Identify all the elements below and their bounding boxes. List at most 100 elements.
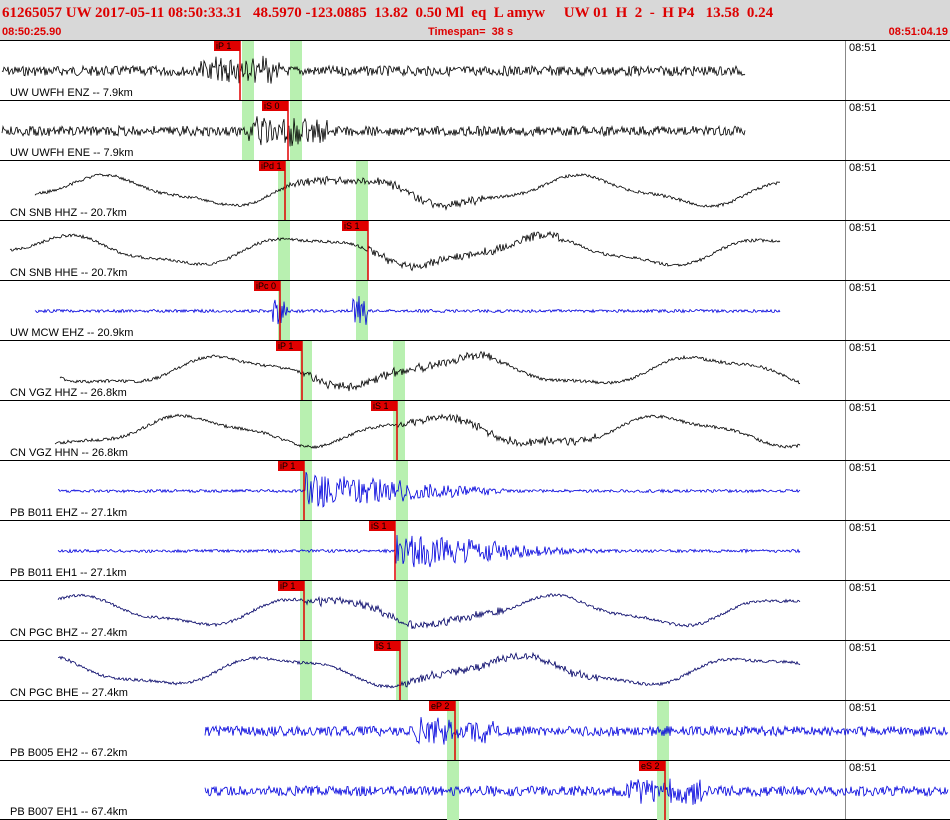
- trace-time: 08:51: [849, 282, 877, 294]
- pick-label: iPd 1: [261, 161, 282, 171]
- pick-flag[interactable]: [342, 221, 368, 231]
- waveform-trace: [204, 717, 949, 745]
- pick-window: [278, 281, 290, 341]
- trace-panel[interactable]: eS 2 PB B007 EH1 -- 67.4km 08:51: [0, 760, 950, 820]
- trace-panel[interactable]: iP 1 CN VGZ HHZ -- 26.8km 08:51: [0, 340, 950, 401]
- trace-panel[interactable]: iS 1 CN PGC BHE -- 27.4km 08:51: [0, 640, 950, 701]
- pick-label: eP 2: [431, 701, 449, 711]
- pick-flag[interactable]: [278, 461, 304, 471]
- pick-label: iS 1: [376, 641, 392, 651]
- trace-label: CN VGZ HHN -- 26.8km: [10, 447, 128, 459]
- waveform-plot: iS 1: [9, 221, 781, 281]
- pick-window: [356, 161, 368, 221]
- pick-label: eS 2: [641, 761, 660, 771]
- trace-time: 08:51: [849, 582, 877, 594]
- pick-flag[interactable]: [259, 161, 285, 171]
- timespan: Timespan= 38 s: [428, 26, 514, 38]
- trace-panel[interactable]: iS 1 PB B011 EH1 -- 27.1km 08:51: [0, 520, 950, 581]
- pick-window: [290, 101, 302, 161]
- trace-label: CN SNB HHZ -- 20.7km: [10, 207, 127, 219]
- pick-flag[interactable]: [276, 341, 302, 351]
- trace-label: UW UWFH ENE -- 7.9km: [10, 147, 134, 159]
- pick-label: iP 1: [278, 341, 293, 351]
- trace-panel[interactable]: eP 2 PB B005 EH2 -- 67.2km 08:51: [0, 700, 950, 761]
- trace-label: CN PGC BHZ -- 27.4km: [10, 627, 128, 639]
- waveform-plot: iP 1: [57, 581, 801, 641]
- trace-panel[interactable]: iS 1 CN VGZ HHN -- 26.8km 08:51: [0, 400, 950, 461]
- pick-label: iS 1: [371, 521, 387, 531]
- pick-window: [396, 581, 408, 641]
- trace-list: iP 1 UW UWFH ENZ -- 7.9km 08:51 iS 0 UW UWFH…: [0, 40, 950, 820]
- waveform-trace: [57, 471, 801, 508]
- waveform-plot: eS 2: [204, 761, 949, 820]
- pick-label: iPc 0: [256, 281, 276, 291]
- pick-flag[interactable]: [371, 401, 397, 411]
- trace-time: 08:51: [849, 342, 877, 354]
- pick-flag[interactable]: [374, 641, 400, 651]
- pick-window: [278, 221, 290, 281]
- pick-window: [447, 701, 459, 761]
- waveform-trace: [1, 55, 746, 84]
- trace-label: PB B005 EH2 -- 67.2km: [10, 747, 128, 759]
- waveform-trace: [34, 296, 781, 325]
- pick-label: iP 1: [280, 461, 295, 471]
- waveform-trace: [204, 778, 949, 805]
- pick-flag[interactable]: [262, 101, 288, 111]
- pick-window: [447, 761, 459, 820]
- trace-time: 08:51: [849, 642, 877, 654]
- trace-time: 08:51: [849, 402, 877, 414]
- pick-flag[interactable]: [429, 701, 455, 711]
- trace-panel[interactable]: iPc 0 UW MCW EHZ -- 20.9km 08:51: [0, 280, 950, 341]
- waveform-plot: iP 1: [57, 461, 801, 521]
- trace-label: UW MCW EHZ -- 20.9km: [10, 327, 134, 339]
- trace-time: 08:51: [849, 162, 877, 174]
- trace-label: CN VGZ HHZ -- 26.8km: [10, 387, 127, 399]
- trace-label: PB B011 EH1 -- 27.1km: [10, 567, 127, 579]
- pick-window: [300, 641, 312, 701]
- pick-label: iS 1: [344, 221, 360, 231]
- trace-panel[interactable]: iS 1 CN SNB HHE -- 20.7km 08:51: [0, 220, 950, 281]
- pick-window: [396, 461, 408, 521]
- waveform-trace: [1, 116, 746, 147]
- end-time: 08:51:04.19: [888, 26, 948, 38]
- pick-window: [300, 461, 312, 521]
- event-header: 61265057 UW 2017-05-11 08:50:33.31 48.59…: [0, 0, 950, 40]
- waveform-plot: eP 2: [204, 701, 949, 761]
- waveform-trace: [9, 230, 781, 272]
- pick-window: [242, 41, 254, 101]
- pick-window: [300, 341, 312, 401]
- trace-panel[interactable]: iP 1 CN PGC BHZ -- 27.4km 08:51: [0, 580, 950, 641]
- pick-flag[interactable]: [639, 761, 665, 771]
- trace-label: CN PGC BHE -- 27.4km: [10, 687, 128, 699]
- time-divider: [845, 40, 846, 820]
- waveform-plot: iP 1: [1, 41, 746, 101]
- trace-time: 08:51: [849, 42, 877, 54]
- trace-panel[interactable]: iP 1 PB B011 EHZ -- 27.1km 08:51: [0, 460, 950, 521]
- trace-panel[interactable]: iP 1 UW UWFH ENZ -- 7.9km 08:51: [0, 40, 950, 101]
- trace-panel[interactable]: iS 0 UW UWFH ENE -- 7.9km 08:51: [0, 100, 950, 161]
- waveform-plot: iP 1: [59, 341, 801, 401]
- trace-label: UW UWFH ENZ -- 7.9km: [10, 87, 133, 99]
- pick-flag[interactable]: [369, 521, 395, 531]
- waveform-plot: iS 1: [57, 521, 801, 581]
- trace-time: 08:51: [849, 702, 877, 714]
- pick-flag[interactable]: [214, 41, 240, 51]
- pick-window: [300, 401, 312, 461]
- trace-label: PB B011 EHZ -- 27.1km: [10, 507, 128, 519]
- trace-time: 08:51: [849, 222, 877, 234]
- trace-panel[interactable]: iPd 1 CN SNB HHZ -- 20.7km 08:51: [0, 160, 950, 221]
- waveform-trace: [57, 593, 801, 629]
- pick-window: [242, 101, 254, 161]
- pick-flag[interactable]: [278, 581, 304, 591]
- waveform-plot: iPc 0: [34, 281, 781, 341]
- pick-flag[interactable]: [254, 281, 280, 291]
- waveform-trace: [57, 651, 801, 689]
- pick-window: [278, 161, 290, 221]
- waveform-plot: iS 1: [54, 401, 801, 461]
- pick-window: [290, 41, 302, 101]
- trace-label: CN SNB HHE -- 20.7km: [10, 267, 128, 279]
- waveform-plot: iS 0: [1, 101, 746, 161]
- waveform-trace: [59, 350, 801, 392]
- trace-label: PB B007 EH1 -- 67.4km: [10, 806, 128, 818]
